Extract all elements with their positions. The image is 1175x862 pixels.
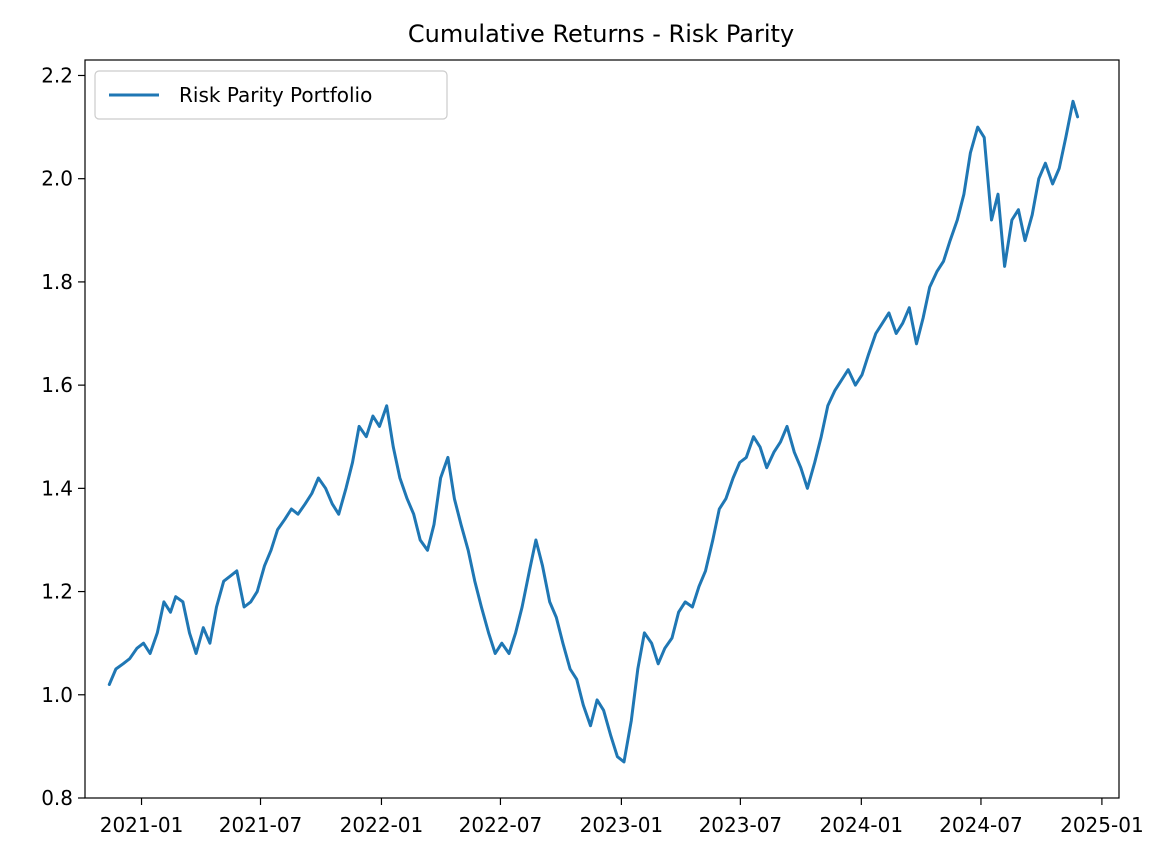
x-tick-label: 2024-07: [939, 813, 1023, 837]
y-tick-label: 1.0: [41, 683, 73, 707]
chart-title: Cumulative Returns - Risk Parity: [408, 20, 794, 48]
y-tick-label: 1.6: [41, 373, 73, 397]
legend-box: [94, 70, 448, 120]
x-tick-label: 2021-07: [219, 813, 303, 837]
legend-label: Risk Parity Portfolio: [179, 83, 372, 107]
y-axis: 0.8 1.0 1.2 1.4 1.6 1.8 2.0 2.2: [41, 63, 85, 810]
x-tick-label: 2024-01: [820, 813, 904, 837]
x-tick-label: 2022-07: [459, 813, 543, 837]
series-line-risk-parity-portfolio: [107, 99, 1080, 764]
x-tick-label: 2025-01: [1060, 813, 1144, 837]
x-tick-label: 2023-07: [699, 813, 783, 837]
x-tick-label: 2021-01: [100, 813, 184, 837]
x-tick-label: 2022-01: [340, 813, 424, 837]
y-tick-label: 1.8: [41, 270, 73, 294]
y-tick-label: 2.0: [41, 167, 73, 191]
axes-frame: [84, 59, 1120, 799]
x-axis: 2021-01 2021-07 2022-01 2022-07 2023-01 2023-…: [100, 798, 1144, 837]
y-tick-label: 0.8: [41, 786, 73, 810]
legend: Risk Parity Portfolio: [94, 70, 448, 120]
y-tick-label: 1.2: [41, 580, 73, 604]
y-tick-label: 1.4: [41, 476, 73, 500]
y-tick-label: 2.2: [41, 63, 73, 87]
x-tick-label: 2023-01: [580, 813, 664, 837]
plot-area: [107, 99, 1080, 764]
